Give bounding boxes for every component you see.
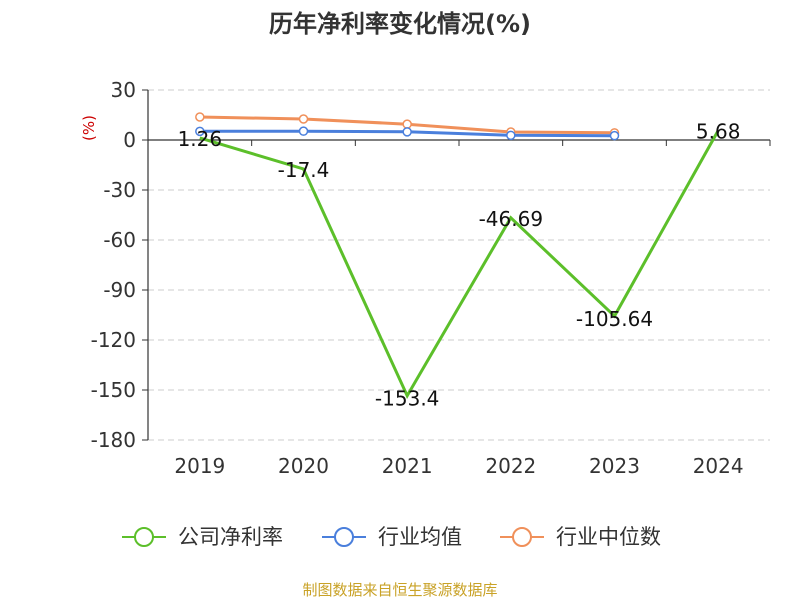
x-tick-label: 2020 [278, 454, 329, 478]
source-note: 制图数据来自恒生聚源数据库 [302, 581, 497, 599]
series-point-2 [298, 114, 309, 124]
series-layer [195, 112, 720, 399]
legend-label: 行业中位数 [556, 525, 661, 549]
series-line-0 [199, 129, 720, 399]
x-tick-label: 2021 [382, 454, 433, 478]
legend-marker [512, 527, 532, 547]
series-point-2 [402, 119, 412, 129]
y-tick-label: -120 [91, 328, 136, 352]
y-tick-label: -60 [103, 228, 136, 252]
series-point-1 [506, 130, 516, 141]
y-tick-label: -30 [103, 178, 136, 202]
x-tick-label: 2022 [485, 454, 536, 478]
data-label: 5.68 [696, 120, 741, 144]
data-label: -17.4 [278, 158, 330, 182]
x-tick-label: 2023 [589, 454, 640, 478]
y-tick-label: -90 [103, 278, 136, 302]
legend-marker [134, 527, 154, 547]
data-label: 1.26 [178, 127, 223, 151]
y-tick-label: -150 [91, 378, 136, 402]
legend-marker [334, 527, 354, 547]
data-label: -46.69 [479, 207, 543, 231]
legend-label: 行业均值 [378, 525, 462, 549]
series-point-1 [402, 127, 412, 137]
legend-label: 公司净利率 [178, 525, 283, 549]
x-tick-label: 2024 [693, 454, 744, 478]
x-tick-label: 2019 [174, 454, 225, 478]
y-tick-label: 0 [123, 128, 136, 152]
series-point-1 [298, 126, 309, 136]
series-point-1 [195, 126, 205, 137]
series-point-2 [195, 112, 205, 122]
legend: 公司净利率 行业均值 行业中位数 [122, 525, 661, 549]
y-tick-label: 30 [111, 78, 136, 102]
data-label: -153.4 [375, 387, 439, 411]
data-label: -105.64 [576, 307, 653, 331]
chart-title: 历年净利率变化情况(%) [269, 10, 531, 38]
axes [142, 89, 771, 441]
y-axis-unit: (%) [80, 115, 98, 141]
data-labels: 1.26 -17.4 -153.4 -46.69 -105.64 5.68 [178, 120, 741, 411]
y-tick-label: -180 [91, 428, 136, 452]
x-tick-labels: 2019 2020 2021 2022 2023 2024 [174, 454, 743, 478]
y-tick-labels: 30 0 -30 -60 -90 -120 -150 -180 [91, 78, 136, 452]
series-point-1 [609, 130, 620, 141]
gridlines [148, 89, 770, 441]
